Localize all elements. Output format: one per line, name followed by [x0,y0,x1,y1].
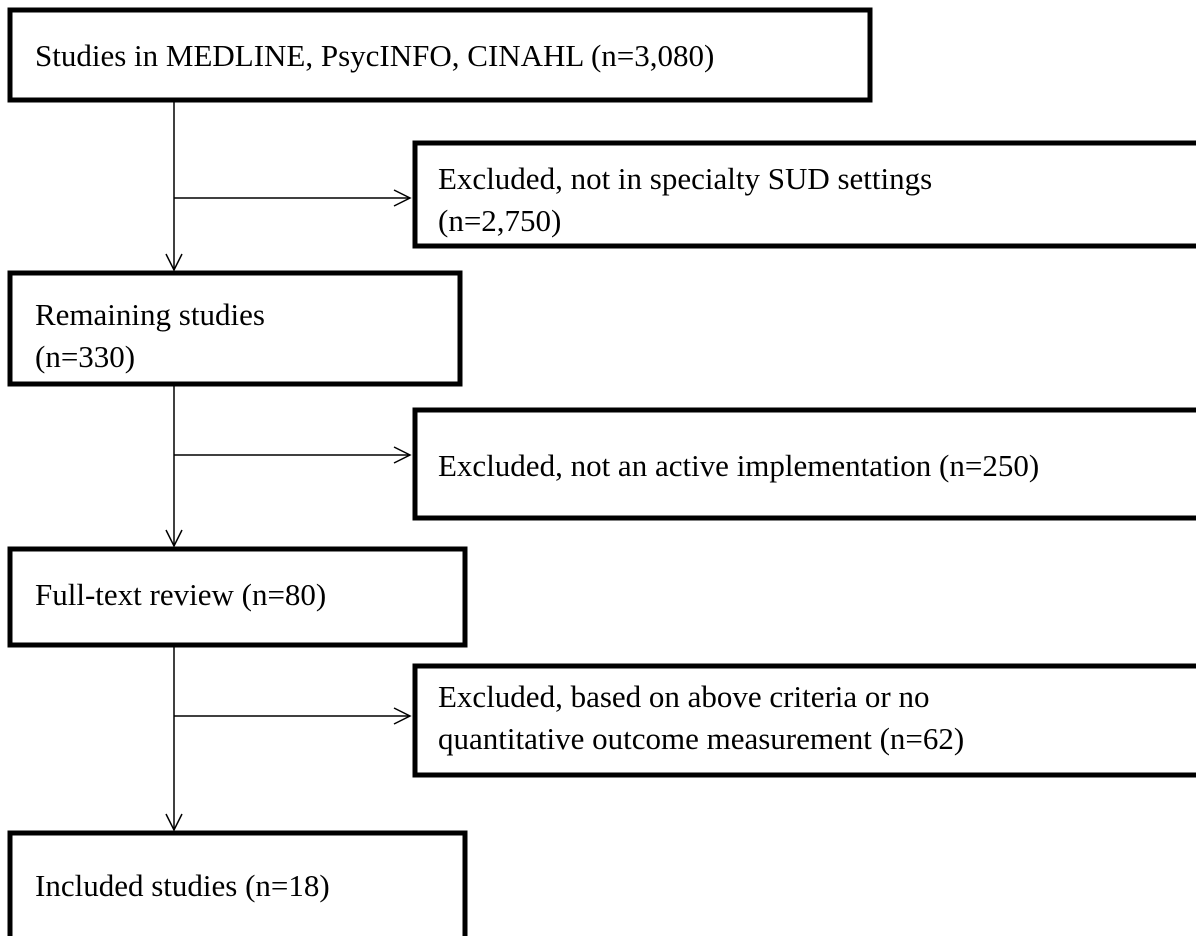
box [7,7,873,103]
node-text: Full-text review (n=80) [35,577,326,612]
node-text: Excluded, not in specialty SUD settings [438,161,932,196]
node-text: Studies in MEDLINE, PsycINFO, CINAHL (n=… [35,38,714,73]
node-text: Excluded, not an active implementation (… [438,448,1039,483]
node-text: Excluded, based on above criteria or no [438,679,930,714]
box [7,270,463,387]
box [7,546,468,648]
box [412,407,1196,521]
node-text: Included studies (n=18) [35,868,330,903]
box [412,140,1196,249]
box [412,663,1196,778]
box [7,830,468,936]
node-text: (n=2,750) [438,203,561,238]
node-text: quantitative outcome measurement (n=62) [438,721,964,756]
node-text: Remaining studies [35,297,265,332]
node-text: (n=330) [35,339,135,374]
